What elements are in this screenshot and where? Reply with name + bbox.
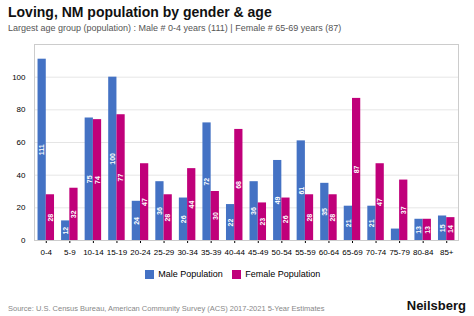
svg-text:47: 47 — [141, 198, 148, 206]
svg-text:30-34: 30-34 — [177, 248, 198, 257]
svg-text:47: 47 — [376, 198, 383, 206]
svg-text:13: 13 — [424, 226, 431, 234]
html-text:Male Population: Male Population — [158, 269, 223, 279]
svg-text:21: 21 — [368, 219, 375, 227]
svg-text:5-9: 5-9 — [64, 248, 76, 257]
svg-text:26: 26 — [180, 215, 187, 223]
svg-text:28: 28 — [164, 214, 171, 222]
svg-text:72: 72 — [203, 178, 210, 186]
svg-text:60-64: 60-64 — [319, 248, 340, 257]
html-text:Source: U.S. Census Bureau, Am: Source: U.S. Census Bureau, American Com… — [8, 303, 325, 313]
html-text:Loving, NM population by gende: Loving, NM population by gender & age — [8, 4, 272, 20]
svg-text:75-79: 75-79 — [389, 248, 410, 257]
svg-text:44: 44 — [188, 201, 195, 209]
svg-text:45-49: 45-49 — [248, 248, 269, 257]
svg-text:36: 36 — [250, 207, 257, 215]
svg-text:50-54: 50-54 — [272, 248, 293, 257]
svg-text:77: 77 — [117, 174, 124, 182]
svg-text:15: 15 — [439, 224, 446, 232]
svg-text:32: 32 — [70, 210, 77, 218]
svg-text:26: 26 — [282, 215, 289, 223]
svg-text:23: 23 — [259, 218, 266, 226]
svg-text:70-74: 70-74 — [366, 248, 387, 257]
svg-text:85+: 85+ — [440, 248, 454, 257]
svg-text:87: 87 — [353, 165, 360, 173]
svg-text:20-24: 20-24 — [130, 248, 151, 257]
svg-text:100: 100 — [12, 73, 26, 82]
svg-text:68: 68 — [235, 181, 242, 189]
svg-text:36: 36 — [156, 207, 163, 215]
svg-text:21: 21 — [345, 219, 352, 227]
svg-text:30: 30 — [212, 212, 219, 220]
svg-text:14: 14 — [447, 225, 454, 233]
svg-text:12: 12 — [62, 227, 69, 235]
svg-text:15-19: 15-19 — [107, 248, 128, 257]
svg-text:22: 22 — [227, 219, 234, 227]
html-text:Largest age group (population): Largest age group (population) : Male # … — [8, 23, 342, 33]
svg-text:25-29: 25-29 — [154, 248, 175, 257]
html-text:Female Population: Female Population — [245, 269, 321, 279]
svg-text:80: 80 — [17, 105, 26, 114]
svg-text:55-59: 55-59 — [295, 248, 316, 257]
svg-text:28: 28 — [306, 214, 313, 222]
svg-text:40: 40 — [17, 171, 26, 180]
svg-text:24: 24 — [133, 217, 140, 225]
svg-text:0: 0 — [21, 236, 26, 245]
svg-text:65-69: 65-69 — [342, 248, 363, 257]
svg-text:28: 28 — [47, 214, 54, 222]
html-text:Neilsberg: Neilsberg — [406, 297, 466, 313]
svg-text:61: 61 — [298, 187, 305, 195]
svg-text:40-44: 40-44 — [224, 248, 245, 257]
svg-text:37: 37 — [400, 206, 407, 214]
svg-text:13: 13 — [415, 226, 422, 234]
svg-text:49: 49 — [274, 196, 281, 204]
svg-text:60: 60 — [17, 138, 26, 147]
svg-text:28: 28 — [329, 214, 336, 222]
svg-text:20: 20 — [17, 203, 26, 212]
svg-text:35-39: 35-39 — [201, 248, 222, 257]
svg-text:75: 75 — [86, 175, 93, 183]
svg-text:80-84: 80-84 — [413, 248, 434, 257]
svg-text:0-4: 0-4 — [40, 248, 52, 257]
svg-text:74: 74 — [94, 176, 101, 184]
svg-text:35: 35 — [321, 208, 328, 216]
svg-text:100: 100 — [109, 153, 116, 165]
svg-text:10-14: 10-14 — [83, 248, 104, 257]
svg-text:111: 111 — [38, 144, 45, 155]
